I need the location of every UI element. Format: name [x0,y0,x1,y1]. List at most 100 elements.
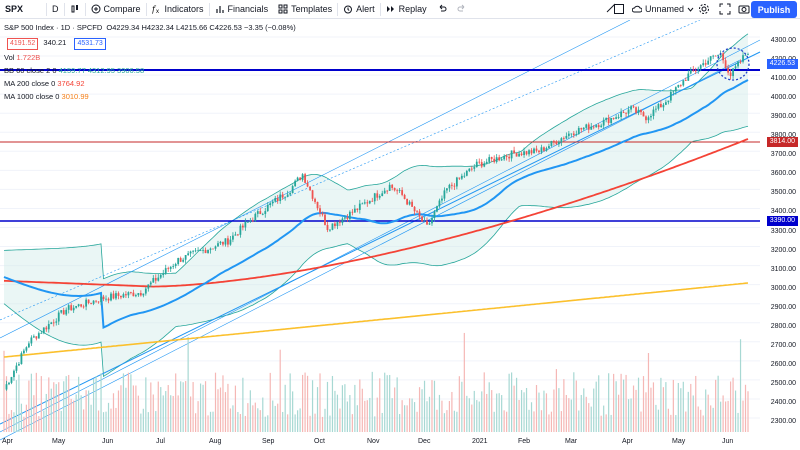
candle-body [667,100,670,103]
candle-body [391,184,394,188]
candle-body [495,157,498,162]
fullscreen-button[interactable] [719,3,731,17]
candle-body [316,201,319,209]
volume-bar [60,410,62,432]
templates-button[interactable]: Templates [273,0,337,19]
volume-bar [384,372,386,432]
volume-bar [520,390,523,432]
volume-bar [364,400,366,432]
replay-button[interactable]: Replay [381,0,432,19]
candle-body [577,128,580,135]
candle-body [647,117,650,121]
price-axis[interactable]: 4300.004200.004100.004000.003900.003800.… [760,20,800,436]
volume-bar [568,398,570,432]
candle-body [635,107,637,113]
volume-bar [530,402,533,432]
volume-bar [197,401,199,432]
legend-bid-ask: 4191.52 340.21 4531.73 [4,38,106,50]
volume-bar [558,388,560,432]
candle-body [682,80,685,86]
candle-body [523,151,525,156]
channel-line[interactable] [0,59,741,441]
highlight-circle[interactable] [716,47,750,81]
candle-body [493,158,496,162]
price-tick: 3200.00 [770,246,796,254]
volume-bar [374,416,376,432]
volume-bar [135,385,137,432]
snapshot-button[interactable] [738,3,750,17]
volume-bar [267,415,269,432]
financials-button[interactable]: Financials [210,0,274,19]
volume-bar [117,390,120,432]
channel-line[interactable] [0,51,761,425]
volume-bar [640,411,642,432]
candle-body [122,294,125,298]
candle-body [530,150,533,154]
symbol-search[interactable]: SPX [5,4,24,14]
candle-body [438,200,441,207]
candle-body [595,125,598,128]
volume-bar [543,390,545,432]
candle-body [57,312,60,322]
chart-type-button[interactable] [65,0,85,19]
candle-body [460,175,463,179]
candle-body [45,327,48,330]
volume-bar [506,411,508,432]
volume-bar [75,394,77,432]
interval-button[interactable]: D [52,4,59,14]
settings-button[interactable] [698,3,710,17]
candle-body [87,299,90,303]
candle-body [607,117,610,123]
candle-body [677,84,680,88]
volume-bar [637,377,640,432]
channel-line[interactable] [0,39,761,433]
undo-button[interactable] [432,0,452,19]
candle-body [361,203,364,205]
templates-label: Templates [291,4,333,14]
price-chart[interactable] [0,20,800,450]
volume-bar [207,415,209,432]
redo-icon [457,4,464,12]
ma200-value: 3764.92 [57,79,85,88]
volume-bar [336,394,339,432]
volume-bar [603,405,605,432]
candle-body [597,125,600,128]
candle-body [18,364,20,366]
volume-bar [737,412,739,432]
candle-body [309,186,311,191]
channel-line[interactable] [0,20,701,321]
time-tick: May [672,438,686,445]
layout-checkbox[interactable] [614,4,624,14]
alert-button[interactable]: Alert [338,0,380,19]
layout-menu[interactable]: Unnamed [632,4,694,14]
candle-body [687,73,690,81]
divider [46,2,47,16]
price-tick: 3700.00 [770,151,796,159]
candles-icon [71,5,78,13]
volume-bar [583,388,585,432]
volume-bar [379,378,381,432]
candle-body [480,162,483,167]
ask-price[interactable]: 4531.73 [74,38,106,50]
time-tick: Jun [102,438,114,445]
volume-bar [652,382,655,432]
volume-bar [311,380,314,432]
volume-bar [538,392,540,432]
candle-body [712,55,715,57]
candle-body [244,221,247,228]
candle-body [585,124,588,128]
candle-body [570,133,573,135]
volume-bar [341,385,344,432]
publish-button[interactable]: Publish [751,1,797,18]
candle-body [600,125,603,128]
candle-body [20,353,23,365]
volume-bar [25,404,27,432]
candle-body [602,119,605,126]
volume-bar [715,379,717,432]
compare-button[interactable]: Compare [86,0,146,19]
candle-body [27,343,30,348]
bid-price[interactable]: 4191.52 [7,38,39,50]
redo-button[interactable] [452,0,472,19]
